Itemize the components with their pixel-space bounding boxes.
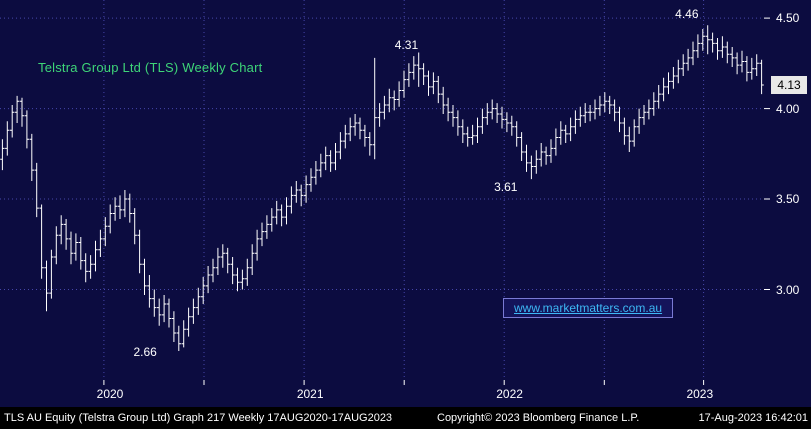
y-axis-label: 4.50: [776, 11, 800, 26]
y-axis: 4.13 4.50 4.00 3.50 3.00: [768, 0, 811, 407]
x-axis-year-label: 2020: [96, 387, 124, 401]
last-price-label: 4.13: [771, 76, 807, 95]
price-annotation: 4.46: [675, 7, 699, 22]
chart-area: Telstra Group Ltd (TLS) Weekly Chart 4.3…: [0, 0, 811, 407]
status-bar: TLS AU Equity (Telstra Group Ltd) Graph …: [0, 407, 811, 429]
y-axis-label: 3.00: [776, 282, 800, 297]
y-axis-label: 4.00: [776, 101, 800, 116]
x-axis-year-label: 2023: [686, 387, 714, 401]
x-axis-year-label: 2021: [296, 387, 324, 401]
x-axis-labels: 2020 2021 2022 2023: [0, 387, 764, 405]
status-copyright: Copyright© 2023 Bloomberg Finance L.P.: [437, 412, 640, 424]
status-security-info: TLS AU Equity (Telstra Group Ltd) Graph …: [4, 412, 393, 424]
status-timestamp: 17-Aug-2023 16:42:01: [698, 412, 808, 424]
price-chart-canvas[interactable]: [0, 0, 770, 386]
x-axis-year-label: 2022: [496, 387, 523, 401]
chart-title: Telstra Group Ltd (TLS) Weekly Chart: [38, 60, 263, 75]
y-axis-label: 3.50: [776, 192, 800, 207]
price-annotation: 4.31: [394, 37, 419, 52]
price-annotation: 3.61: [494, 180, 518, 195]
watermark-link[interactable]: www.marketmatters.com.au: [503, 298, 674, 318]
price-annotation: 2.66: [133, 344, 157, 359]
